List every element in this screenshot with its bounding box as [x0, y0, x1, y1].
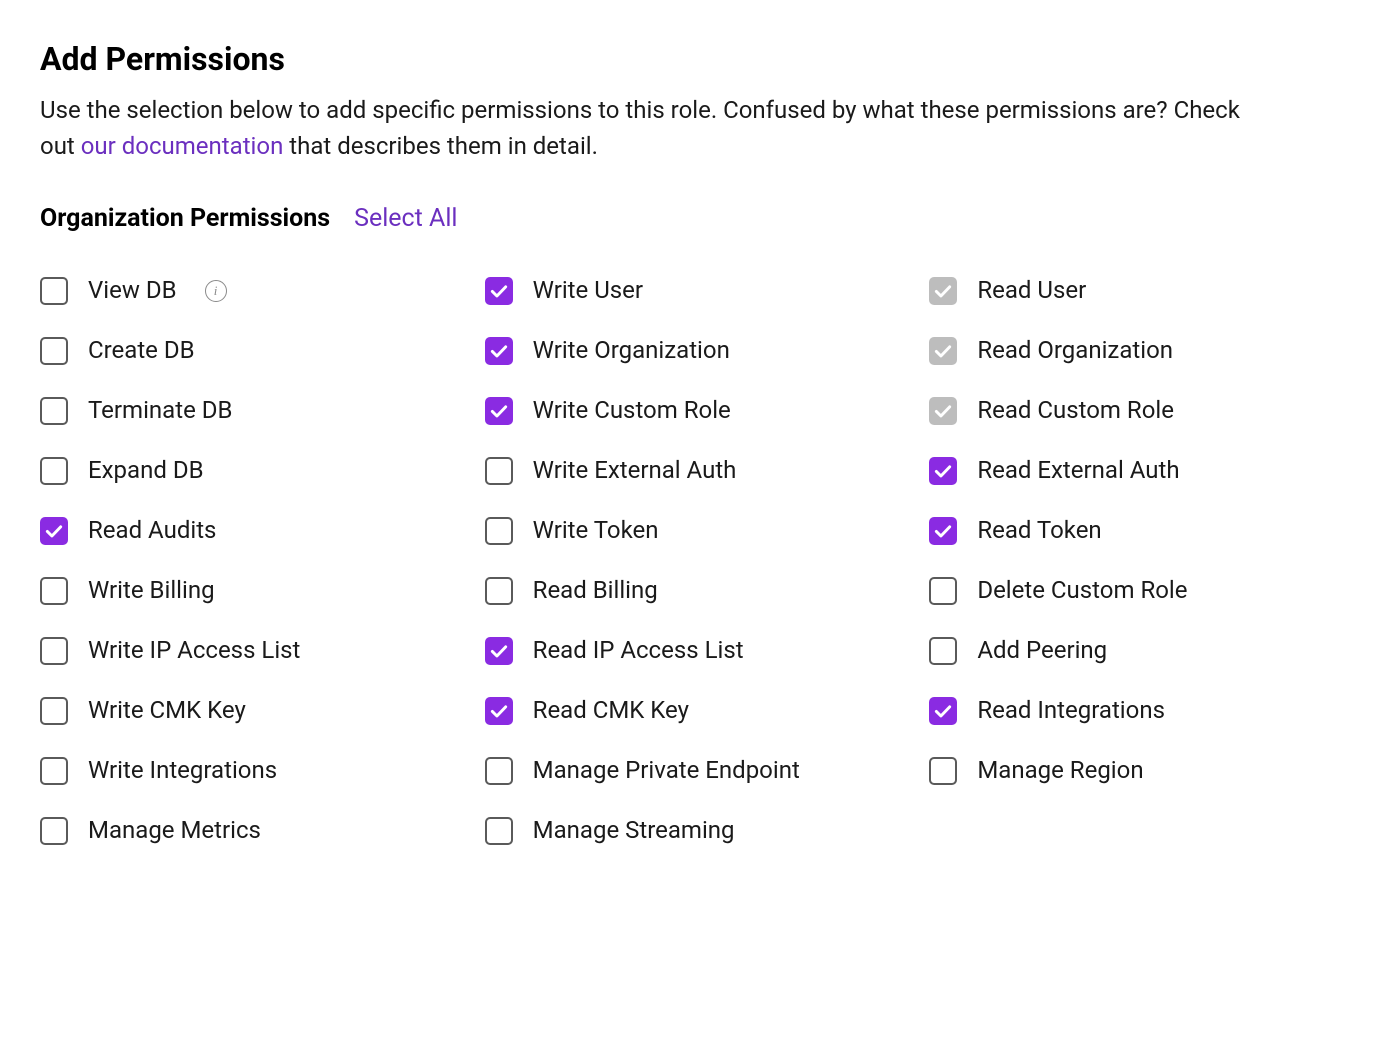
- checkbox-manage-metrics[interactable]: [40, 817, 68, 845]
- checkbox-view-db[interactable]: [40, 277, 68, 305]
- permission-item-terminate-db: Terminate DB: [40, 381, 465, 441]
- permission-label: Delete Custom Role: [977, 575, 1187, 606]
- permission-item-read-custom-role: Read Custom Role: [929, 381, 1354, 441]
- section-title: Organization Permissions: [40, 204, 330, 233]
- permission-item-read-user: Read User: [929, 261, 1354, 321]
- permission-label: Write Integrations: [88, 755, 277, 786]
- permission-item-add-peering: Add Peering: [929, 621, 1354, 681]
- permission-label: Read User: [977, 275, 1086, 306]
- permission-item-manage-private-endpoint: Manage Private Endpoint: [485, 741, 910, 801]
- permission-item-write-cmk-key: Write CMK Key: [40, 681, 465, 741]
- permission-label: Read Audits: [88, 515, 216, 546]
- permission-label: Manage Metrics: [88, 815, 261, 846]
- checkbox-read-ip-access-list[interactable]: [485, 637, 513, 665]
- checkbox-read-cmk-key[interactable]: [485, 697, 513, 725]
- permission-item-view-db: View DB i: [40, 261, 465, 321]
- checkbox-manage-streaming[interactable]: [485, 817, 513, 845]
- checkbox-read-external-auth[interactable]: [929, 457, 957, 485]
- select-all-link[interactable]: Select All: [354, 204, 457, 233]
- permission-item-manage-region: Manage Region: [929, 741, 1354, 801]
- permission-item-write-integrations: Write Integrations: [40, 741, 465, 801]
- page-description: Use the selection below to add specific …: [40, 92, 1240, 164]
- checkbox-write-user[interactable]: [485, 277, 513, 305]
- checkbox-write-organization[interactable]: [485, 337, 513, 365]
- permission-label: Expand DB: [88, 455, 204, 486]
- permission-label: Write CMK Key: [88, 695, 246, 726]
- permission-item-read-token: Read Token: [929, 501, 1354, 561]
- permission-label: Write Custom Role: [533, 395, 731, 426]
- permission-label: Read Organization: [977, 335, 1173, 366]
- page-title: Add Permissions: [40, 40, 1354, 78]
- checkbox-read-user: [929, 277, 957, 305]
- permission-label: Write IP Access List: [88, 635, 300, 666]
- documentation-link[interactable]: our documentation: [81, 132, 284, 160]
- permission-item-write-ip-access-list: Write IP Access List: [40, 621, 465, 681]
- checkbox-read-organization: [929, 337, 957, 365]
- checkbox-manage-private-endpoint[interactable]: [485, 757, 513, 785]
- checkbox-expand-db[interactable]: [40, 457, 68, 485]
- permission-item-write-external-auth: Write External Auth: [485, 441, 910, 501]
- checkbox-write-ip-access-list[interactable]: [40, 637, 68, 665]
- permission-label: Read CMK Key: [533, 695, 689, 726]
- permission-label: Manage Private Endpoint: [533, 755, 800, 786]
- permission-item-read-integrations: Read Integrations: [929, 681, 1354, 741]
- permission-label: Read Custom Role: [977, 395, 1174, 426]
- checkbox-read-custom-role: [929, 397, 957, 425]
- permission-item-read-audits: Read Audits: [40, 501, 465, 561]
- permission-item-read-cmk-key: Read CMK Key: [485, 681, 910, 741]
- permission-label: Write User: [533, 275, 643, 306]
- permission-item-manage-metrics: Manage Metrics: [40, 801, 465, 861]
- permission-label: Read External Auth: [977, 455, 1179, 486]
- permission-item-expand-db: Expand DB: [40, 441, 465, 501]
- permission-item-write-organization: Write Organization: [485, 321, 910, 381]
- permission-item-read-organization: Read Organization: [929, 321, 1354, 381]
- checkbox-write-external-auth[interactable]: [485, 457, 513, 485]
- permission-label: Terminate DB: [88, 395, 232, 426]
- checkbox-read-audits[interactable]: [40, 517, 68, 545]
- permission-label: Add Peering: [977, 635, 1107, 666]
- checkbox-write-billing[interactable]: [40, 577, 68, 605]
- permission-item-write-token: Write Token: [485, 501, 910, 561]
- permission-label: Read Billing: [533, 575, 658, 606]
- permission-item-create-db: Create DB: [40, 321, 465, 381]
- checkbox-delete-custom-role[interactable]: [929, 577, 957, 605]
- checkbox-add-peering[interactable]: [929, 637, 957, 665]
- checkbox-read-token[interactable]: [929, 517, 957, 545]
- permission-item-read-external-auth: Read External Auth: [929, 441, 1354, 501]
- permission-item-write-custom-role: Write Custom Role: [485, 381, 910, 441]
- checkbox-terminate-db[interactable]: [40, 397, 68, 425]
- section-header: Organization Permissions Select All: [40, 204, 1354, 233]
- permission-label: Write Token: [533, 515, 659, 546]
- permission-item-write-user: Write User: [485, 261, 910, 321]
- permission-item-read-ip-access-list: Read IP Access List: [485, 621, 910, 681]
- permission-item-delete-custom-role: Delete Custom Role: [929, 561, 1354, 621]
- permissions-grid: View DB i Write User Read User Create DB Writ…: [40, 261, 1354, 861]
- permission-label: Read Integrations: [977, 695, 1165, 726]
- checkbox-read-integrations[interactable]: [929, 697, 957, 725]
- permission-label: Write Billing: [88, 575, 215, 606]
- permission-label: Write Organization: [533, 335, 730, 366]
- permission-label: Create DB: [88, 335, 195, 366]
- checkbox-manage-region[interactable]: [929, 757, 957, 785]
- permission-label: Manage Region: [977, 755, 1143, 786]
- permission-label: Manage Streaming: [533, 815, 735, 846]
- description-text-post: that describes them in detail.: [283, 132, 598, 160]
- checkbox-write-custom-role[interactable]: [485, 397, 513, 425]
- checkbox-write-integrations[interactable]: [40, 757, 68, 785]
- permission-label: Write External Auth: [533, 455, 737, 486]
- info-icon[interactable]: i: [205, 280, 227, 302]
- checkbox-create-db[interactable]: [40, 337, 68, 365]
- permission-item-write-billing: Write Billing: [40, 561, 465, 621]
- checkbox-write-token[interactable]: [485, 517, 513, 545]
- checkbox-read-billing[interactable]: [485, 577, 513, 605]
- permission-item-read-billing: Read Billing: [485, 561, 910, 621]
- checkbox-write-cmk-key[interactable]: [40, 697, 68, 725]
- permission-label: View DB: [88, 275, 177, 306]
- permission-item-manage-streaming: Manage Streaming: [485, 801, 910, 861]
- permission-label: Read Token: [977, 515, 1101, 546]
- permission-label: Read IP Access List: [533, 635, 744, 666]
